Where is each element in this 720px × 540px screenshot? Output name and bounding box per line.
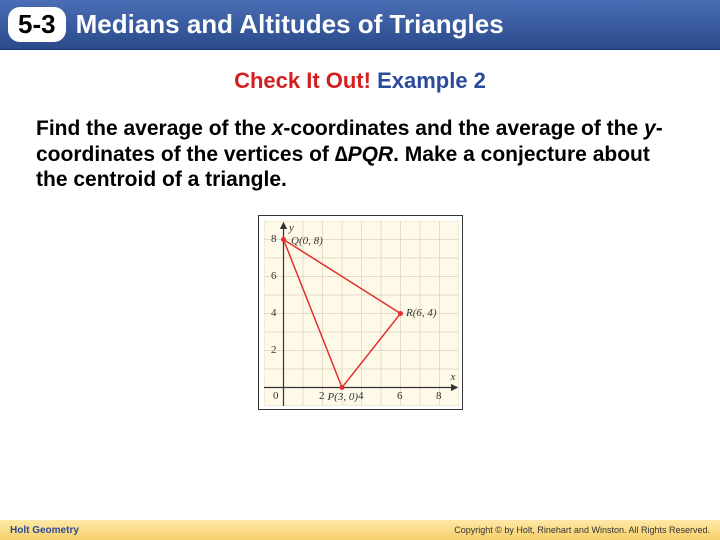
vertex-r	[398, 311, 403, 316]
section-badge: 5-3	[8, 7, 66, 42]
vertex-label-r: R(6, 4)	[406, 307, 437, 319]
footer-copyright: Copyright © by Holt, Rinehart and Winsto…	[454, 525, 710, 535]
x-axis-label: x	[451, 371, 456, 383]
checkitout-suffix: Example 2	[371, 68, 486, 93]
checkitout-prefix: Check It Out!	[234, 68, 371, 93]
footer-bar: Holt Geometry Copyright © by Holt, Rineh…	[0, 520, 720, 540]
header-bar: 5-3 Medians and Altitudes of Triangles	[0, 0, 720, 50]
ytick-label: 2	[271, 344, 277, 356]
vertex-p	[339, 385, 344, 390]
ytick-label: 6	[271, 270, 277, 282]
footer-brand: Holt Geometry	[10, 525, 79, 536]
xtick-label: 2	[319, 390, 325, 402]
example-heading: Check It Out! Example 2	[0, 68, 720, 94]
xtick-label: 8	[436, 390, 442, 402]
header-title: Medians and Altitudes of Triangles	[76, 9, 504, 40]
vertex-q	[281, 237, 286, 242]
ytick-label: 4	[271, 307, 277, 319]
origin-label: 0	[273, 390, 279, 402]
coordinate-plane: 2 4 6 8 2 4 6 8 0 x yQ(0, 8) R(6, 4) P(3, 0)	[264, 221, 459, 406]
graph-container: 2 4 6 8 2 4 6 8 0 x yQ(0, 8) R(6, 4) P(3, 0)	[0, 215, 720, 410]
ytick-label: 8	[271, 233, 277, 245]
vertex-label-p: P(3, 0)	[328, 391, 359, 403]
vertex-label-q: Q(0, 8)	[291, 235, 323, 247]
problem-text: Find the average of the x-coordinates an…	[36, 116, 684, 193]
y-axis-label: y	[289, 222, 294, 234]
graph-box: 2 4 6 8 2 4 6 8 0 x yQ(0, 8) R(6, 4) P(3, 0)	[258, 215, 463, 410]
xtick-label: 6	[397, 390, 403, 402]
xtick-label: 4	[358, 390, 364, 402]
